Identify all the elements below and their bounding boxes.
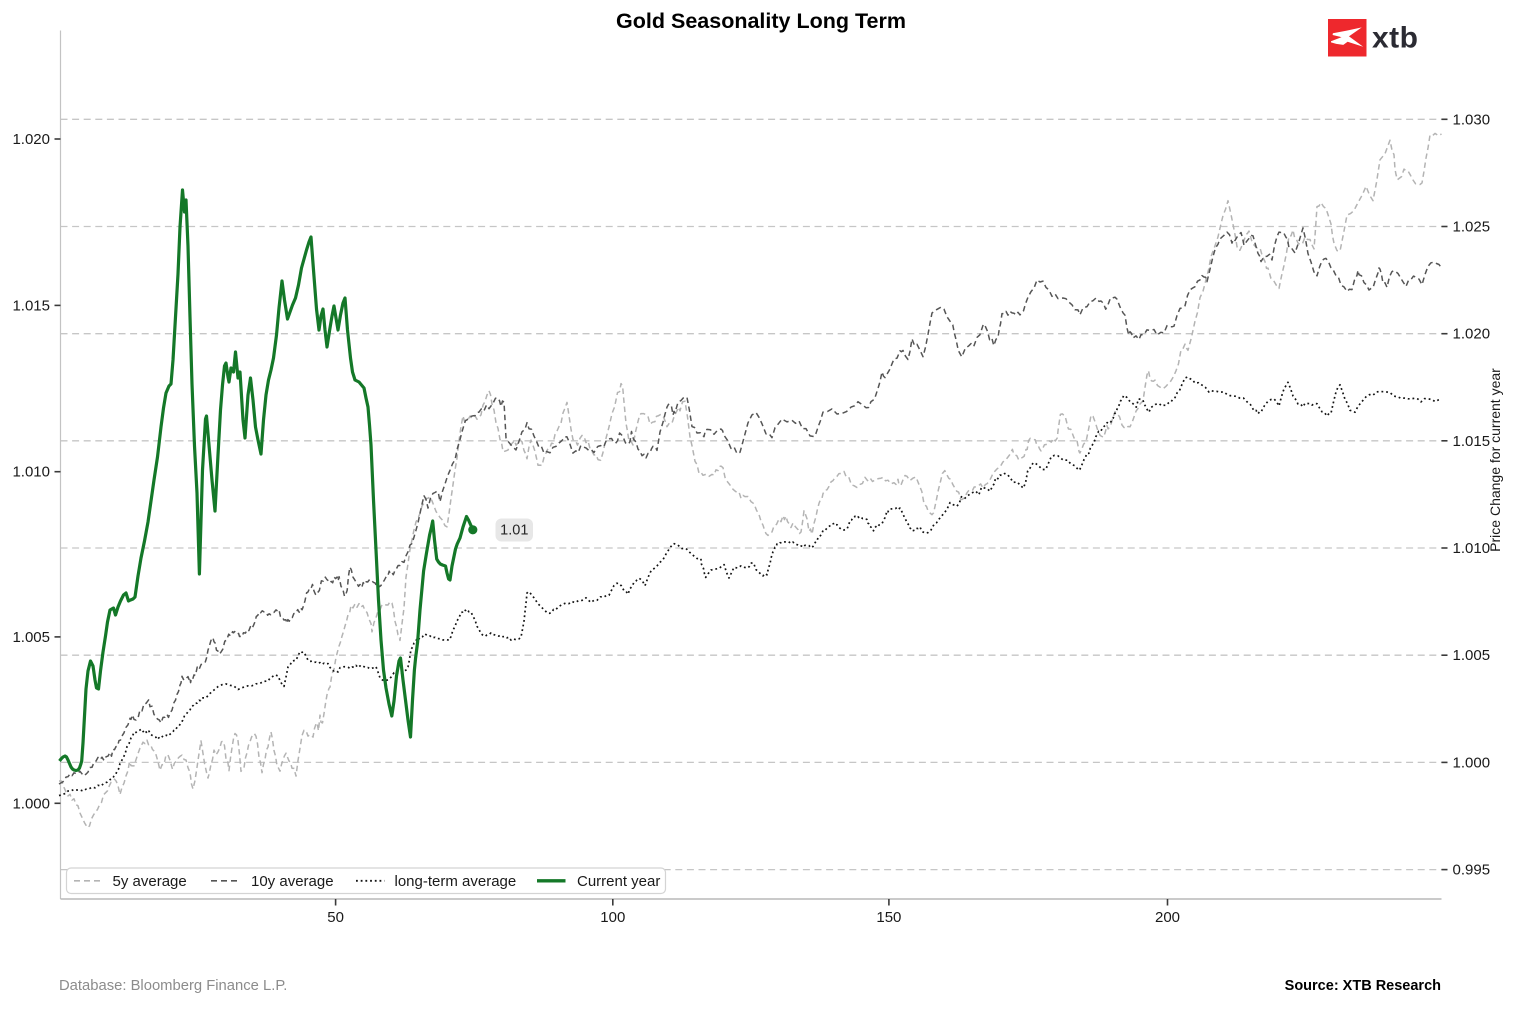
svg-text:Price Change for current year: Price Change for current year — [1487, 368, 1503, 552]
svg-text:long-term average: long-term average — [395, 873, 517, 890]
svg-text:1.015: 1.015 — [12, 297, 50, 314]
svg-text:1.005: 1.005 — [1453, 647, 1491, 664]
svg-text:Database: Bloomberg Finance L.: Database: Bloomberg Finance L.P. — [59, 978, 287, 994]
svg-text:50: 50 — [327, 909, 344, 926]
svg-text:Gold Seasonality Long Term: Gold Seasonality Long Term — [616, 9, 906, 33]
svg-text:1.020: 1.020 — [1453, 326, 1491, 343]
svg-text:1.015: 1.015 — [1453, 433, 1491, 450]
svg-text:1.005: 1.005 — [12, 629, 50, 646]
svg-text:200: 200 — [1155, 909, 1180, 926]
svg-text:10y average: 10y average — [251, 873, 334, 890]
svg-text:1.010: 1.010 — [12, 464, 50, 481]
svg-text:1.000: 1.000 — [12, 795, 50, 812]
svg-text:1.010: 1.010 — [1453, 540, 1491, 557]
svg-text:0.995: 0.995 — [1453, 862, 1491, 879]
svg-text:1.01: 1.01 — [500, 522, 528, 538]
svg-text:100: 100 — [600, 909, 625, 926]
svg-text:1.020: 1.020 — [12, 131, 50, 148]
svg-text:xtb: xtb — [1372, 22, 1419, 55]
svg-text:5y average: 5y average — [113, 873, 187, 890]
svg-text:150: 150 — [876, 909, 901, 926]
svg-text:Source: XTB Research: Source: XTB Research — [1285, 978, 1441, 994]
svg-text:1.025: 1.025 — [1453, 219, 1491, 236]
svg-text:Current year: Current year — [577, 873, 660, 890]
svg-text:1.000: 1.000 — [1453, 754, 1491, 771]
svg-text:1.030: 1.030 — [1453, 111, 1491, 128]
